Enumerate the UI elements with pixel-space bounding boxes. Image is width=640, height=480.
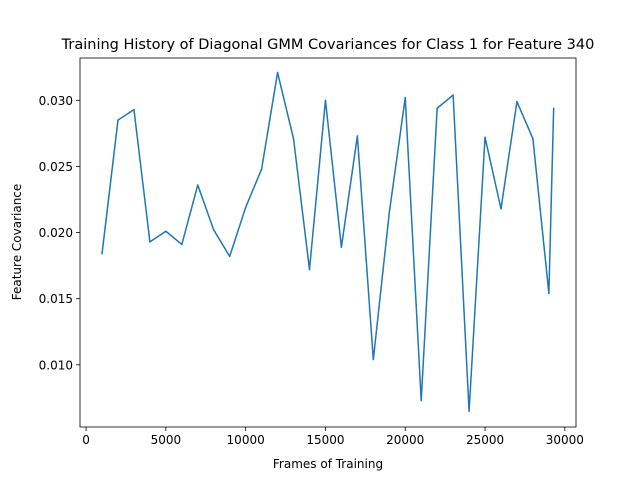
- y-tick-label: 0.030: [39, 94, 73, 108]
- y-tick-label: 0.010: [39, 358, 73, 372]
- data-point: [244, 206, 247, 209]
- data-point: [452, 94, 454, 96]
- data-point: [548, 292, 550, 295]
- data-point: [149, 241, 151, 243]
- x-tick-label: 0: [82, 433, 90, 447]
- data-point: [101, 252, 103, 255]
- y-tick-label: 0.015: [39, 292, 73, 306]
- data-point: [340, 246, 343, 248]
- plot-frame: [79, 57, 577, 428]
- x-tick-label: 15000: [306, 433, 344, 447]
- data-point: [308, 268, 311, 271]
- data-point: [117, 119, 119, 121]
- data-point: [212, 229, 215, 231]
- x-axis-ticks: 0 5000 10000 15000 20000 25000 30000: [82, 427, 584, 447]
- x-tick-label: 5000: [151, 433, 182, 447]
- y-tick-label: 0.025: [39, 160, 73, 174]
- y-axis-ticks: 0.010 0.015 0.020 0.025 0.030: [39, 94, 80, 372]
- data-point: [133, 108, 135, 111]
- data-points: [101, 71, 555, 412]
- data-series-line: [101, 71, 555, 412]
- data-point: [468, 410, 470, 412]
- x-tick-label: 10000: [227, 433, 265, 447]
- data-point: [197, 184, 199, 186]
- data-point: [500, 208, 502, 210]
- data-point: [372, 358, 375, 361]
- y-axis-label: Feature Covariance: [10, 184, 24, 301]
- data-point: [436, 107, 438, 110]
- y-tick-label: 0.020: [39, 226, 73, 240]
- data-point: [324, 99, 327, 102]
- data-point: [276, 71, 279, 74]
- chart-title: Training History of Diagonal GMM Covaria…: [61, 37, 595, 53]
- data-point: [484, 136, 486, 139]
- data-point: [388, 211, 391, 214]
- data-point: [516, 100, 518, 103]
- data-point: [165, 230, 167, 233]
- x-tick-label: 30000: [546, 433, 584, 447]
- data-point: [260, 168, 263, 170]
- x-axis-label: Frames of Training: [273, 457, 383, 471]
- data-point: [228, 255, 231, 258]
- data-point: [356, 135, 359, 137]
- x-tick-label: 25000: [466, 433, 504, 447]
- data-point: [552, 107, 555, 110]
- x-tick-label: 20000: [386, 433, 424, 447]
- data-point: [420, 399, 422, 402]
- data-point: [532, 137, 534, 140]
- data-point: [292, 137, 295, 140]
- data-point: [404, 96, 406, 99]
- data-point: [181, 243, 183, 246]
